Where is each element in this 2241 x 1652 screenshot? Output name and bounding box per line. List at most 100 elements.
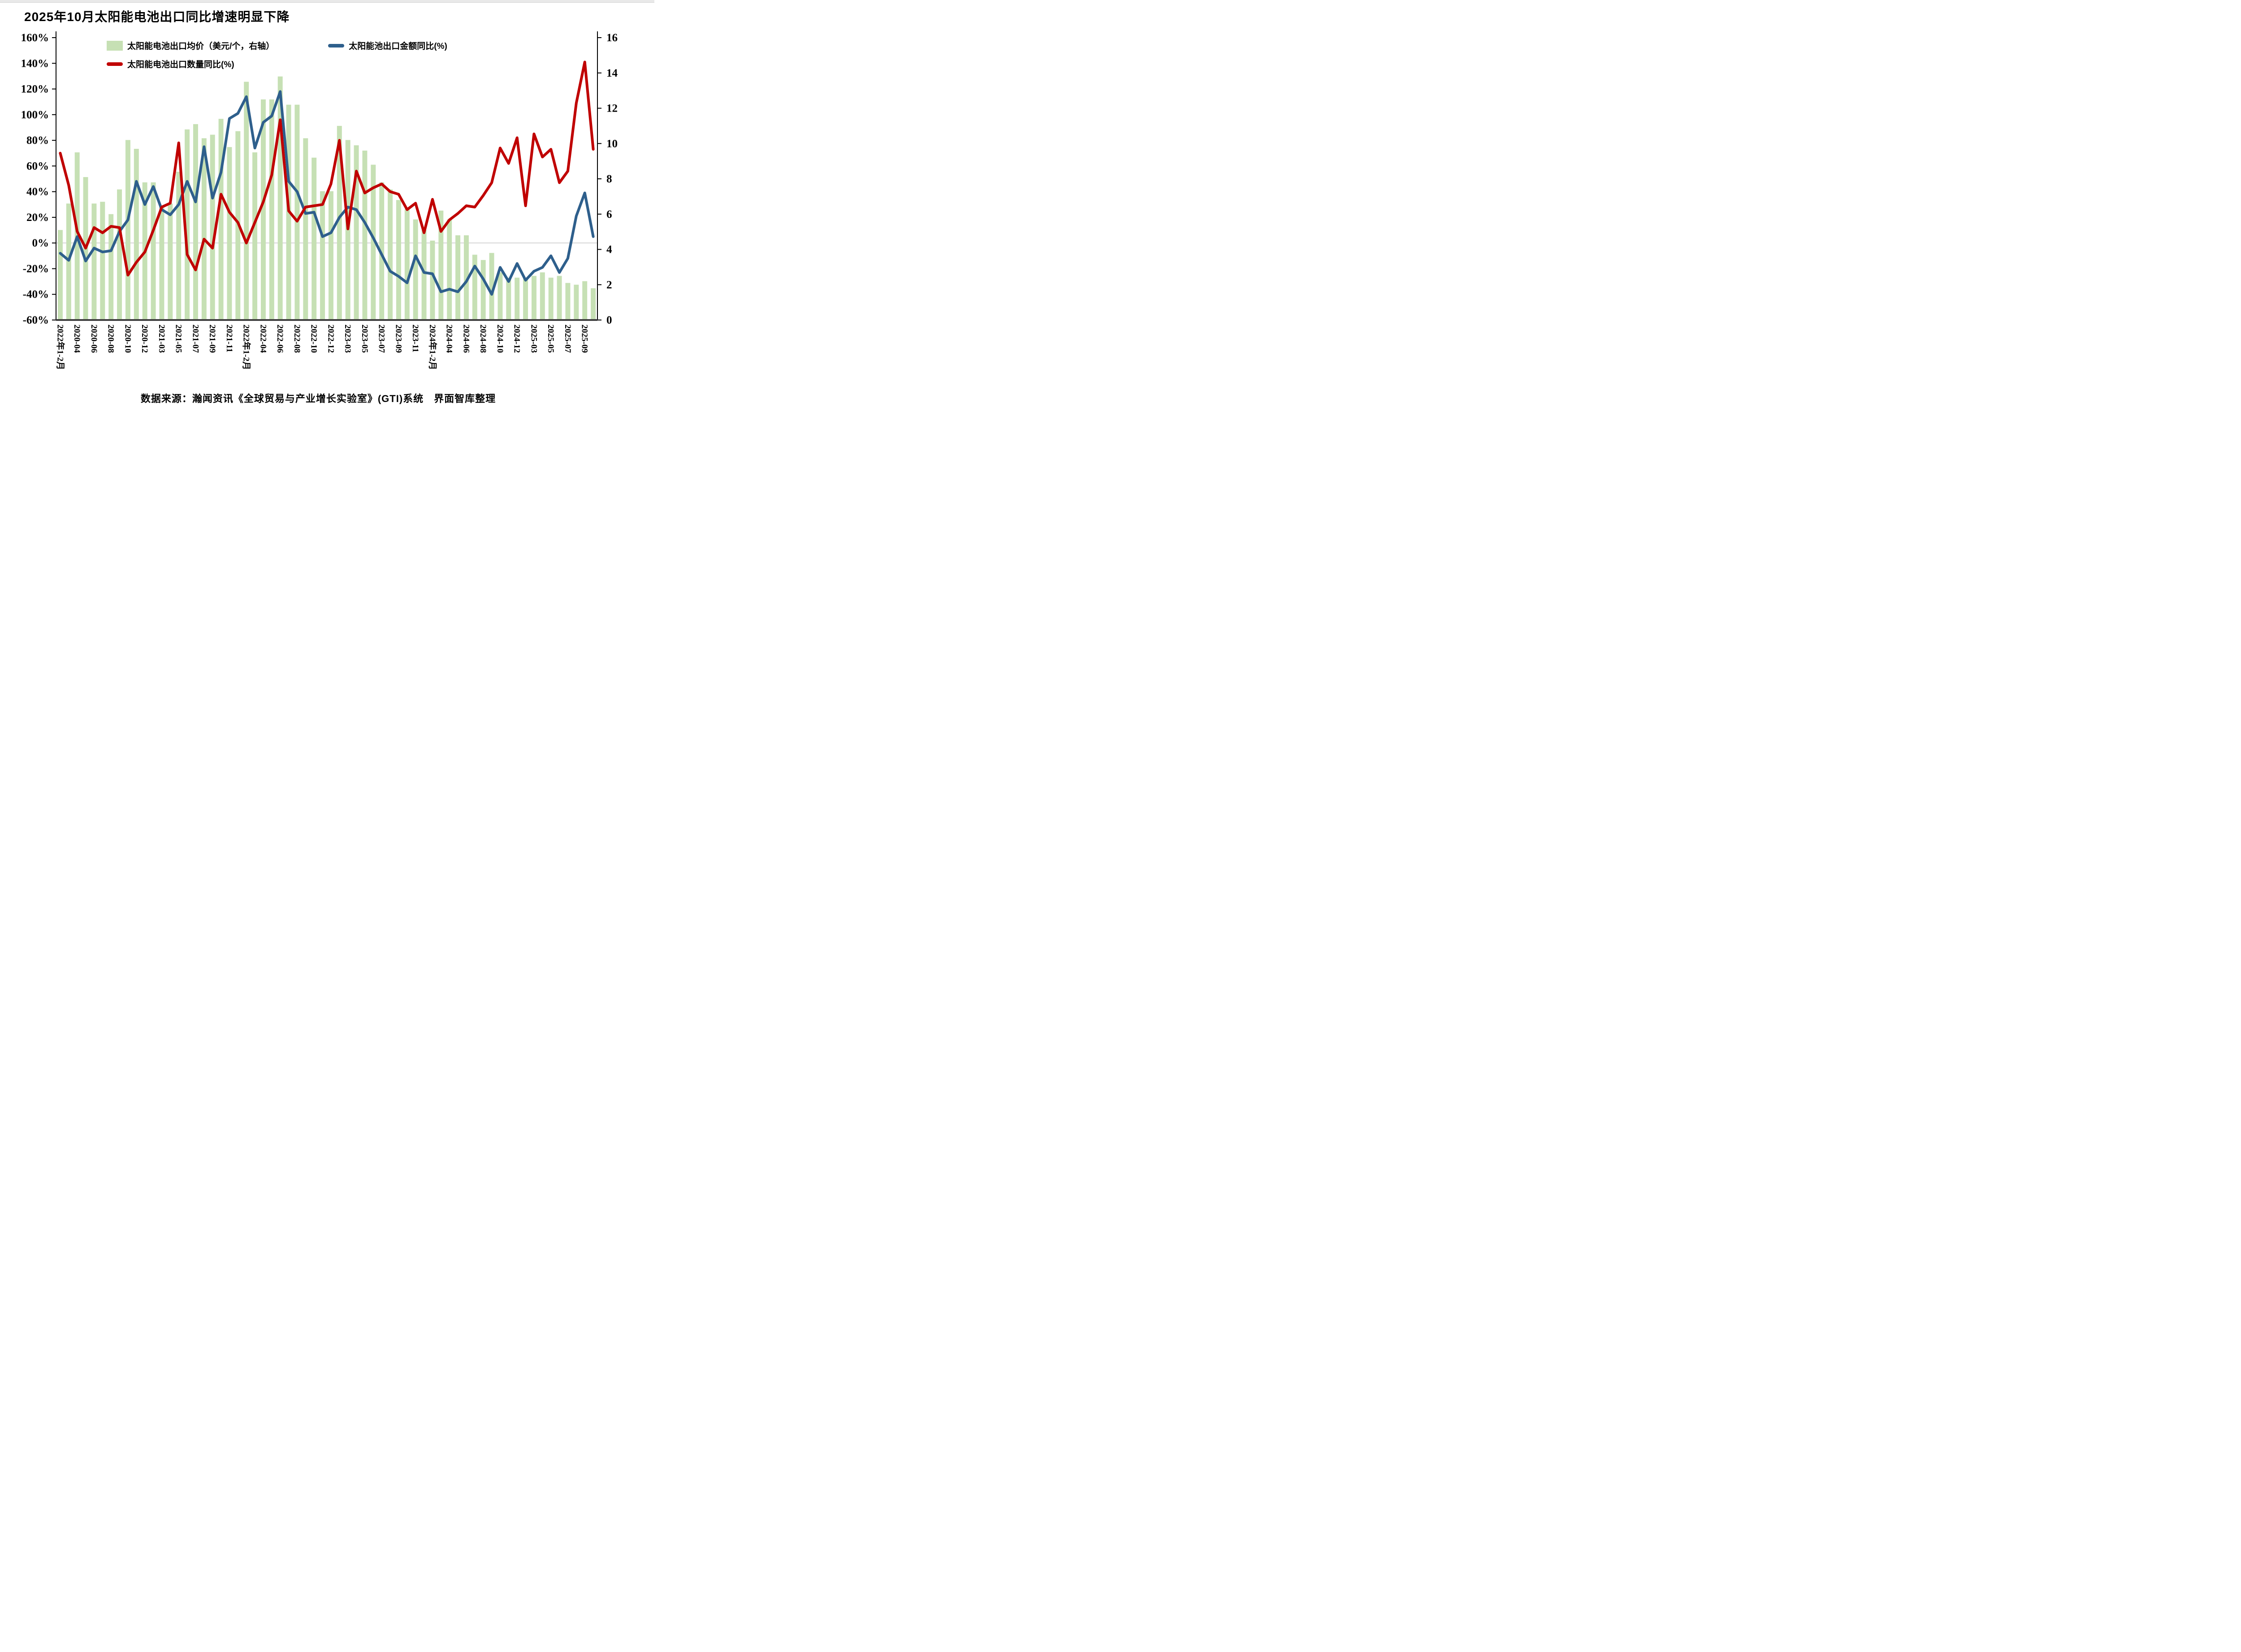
bar-avg-price: [218, 119, 224, 320]
x-axis-label: 2021-05: [174, 324, 183, 353]
x-axis-label: 2025-05: [546, 324, 555, 353]
x-axis-label: 2021-03: [157, 324, 166, 353]
bar-avg-price: [252, 152, 258, 320]
x-axis-label: 2025-07: [563, 324, 572, 353]
bar-avg-price: [151, 182, 156, 320]
bar-avg-price: [108, 214, 114, 320]
right-axis-label: 0: [606, 314, 612, 326]
left-axis-label: 160%: [21, 32, 49, 44]
bar-avg-price: [227, 147, 232, 320]
bar-avg-price: [66, 203, 71, 320]
bar-avg-price: [100, 202, 105, 320]
bar-avg-price: [277, 76, 283, 320]
bar-avg-price: [303, 138, 308, 320]
x-axis-label: 2024-12: [512, 324, 522, 353]
window-top-strip: [0, 0, 654, 3]
left-axis-label: 0%: [32, 237, 49, 249]
legend-item-export-value: 太阳能池出口金额同比(%): [328, 39, 447, 52]
bar-avg-price: [523, 277, 528, 320]
x-axis-label: 2025-09: [580, 324, 589, 353]
bar-avg-price: [548, 277, 554, 320]
bar-avg-price: [574, 285, 579, 320]
right-axis-label: 12: [606, 103, 618, 115]
bar-avg-price: [489, 253, 494, 320]
x-axis-label: 2020-04: [72, 324, 82, 353]
bar-avg-price: [413, 219, 418, 320]
x-axis-label: 2020-12: [140, 324, 149, 353]
bar-avg-price: [506, 277, 511, 320]
x-axis-label: 2020-08: [106, 324, 116, 353]
x-axis-label: 2022-10: [309, 324, 319, 353]
right-axis-label: 10: [606, 138, 618, 150]
x-axis-label: 2023-03: [343, 324, 352, 353]
bar-avg-price: [582, 281, 588, 320]
legend-label-export-value: 太阳能池出口金额同比(%): [349, 42, 447, 51]
x-axis-label: 2023-11: [411, 324, 420, 352]
chart-plot-area: -60% -40% -20% 0% 20% 40% 60% 80% 100% 120% 140% 16…: [21, 31, 618, 370]
x-axis-label: 2022年1-2月: [242, 324, 252, 370]
left-axis-label: -60%: [23, 314, 49, 326]
right-axis-label: 14: [606, 67, 618, 79]
chart-title: 2025年10月太阳能电池出口同比增速明显下降: [24, 10, 290, 24]
bar-avg-price: [455, 235, 461, 320]
right-axis-label: 16: [606, 32, 618, 44]
bar-avg-price: [201, 138, 207, 320]
x-axis-label: 2024-10: [495, 324, 505, 353]
legend-swatch-red-line-icon: [107, 62, 123, 66]
bar-avg-price: [430, 240, 435, 320]
bar-avg-price: [396, 200, 401, 320]
x-axis-label: 2022-08: [292, 324, 302, 353]
legend-label-export-quantity: 太阳能电池出口数量同比(%): [127, 60, 234, 69]
bar-avg-price: [557, 276, 562, 320]
line-export-quantity-yoy: [59, 61, 595, 277]
left-axis-label: 100%: [21, 109, 49, 121]
bar-avg-price: [159, 207, 164, 320]
left-axis-label: 60%: [26, 160, 49, 172]
chart-legend: 太阳能电池出口均价（美元/个，右轴） 太阳能池出口金额同比(%) 太阳能电池出口…: [107, 39, 546, 76]
bar-avg-price: [125, 140, 130, 320]
bar-avg-price: [565, 283, 571, 320]
bar-avg-price: [480, 260, 486, 320]
bar-avg-price: [531, 276, 536, 320]
bar-avg-price: [134, 149, 139, 320]
x-axis-label: 2021-11: [225, 324, 234, 352]
bar-avg-price: [269, 99, 274, 320]
bar-avg-price: [472, 255, 477, 320]
bar-avg-price: [193, 124, 198, 320]
x-axis-label: 2023-05: [360, 324, 369, 353]
bar-avg-price: [515, 277, 520, 320]
bar-avg-price: [388, 189, 393, 320]
chart-page: 2025年10月太阳能电池出口同比增速明显下降 -60% -40% -20% 0% 20…: [0, 0, 654, 413]
bar-avg-price: [244, 82, 249, 320]
right-axis-label: 6: [606, 208, 612, 221]
bar-avg-price: [176, 172, 182, 320]
bar-avg-price: [210, 134, 215, 320]
left-axis-label: 80%: [26, 134, 49, 147]
x-axis-label: 2021-09: [208, 324, 217, 353]
bar-avg-price: [337, 125, 342, 320]
bar-avg-price: [117, 189, 122, 320]
x-axis-label: 2022-12: [326, 324, 335, 353]
bar-avg-price: [185, 129, 190, 320]
x-axis-label: 2021-07: [190, 324, 200, 353]
bar-avg-price: [320, 191, 325, 320]
left-axis-label: 120%: [21, 83, 49, 95]
bar-avg-price: [447, 219, 452, 320]
bar-avg-price: [311, 157, 317, 320]
x-axis-label: 2024-04: [445, 324, 454, 353]
x-axis-label: 2025-03: [529, 324, 538, 353]
x-axis-label: 2020-06: [89, 324, 99, 353]
right-axis-label: 2: [606, 279, 612, 291]
bar-avg-price: [168, 203, 173, 320]
bar-avg-price: [328, 191, 333, 320]
x-axis-label: 2024年1-2月: [428, 324, 438, 370]
x-axis-label: 2022-04: [258, 324, 268, 353]
bar-avg-price: [294, 104, 300, 320]
bar-avg-price: [371, 164, 376, 320]
bar-avg-price: [463, 235, 469, 320]
x-axis-label: 2023-07: [377, 324, 386, 353]
x-axis-label: 2020-10: [123, 324, 132, 353]
bar-avg-price: [540, 272, 545, 320]
bar-avg-price: [260, 99, 266, 320]
left-axis-label: -40%: [23, 289, 49, 301]
